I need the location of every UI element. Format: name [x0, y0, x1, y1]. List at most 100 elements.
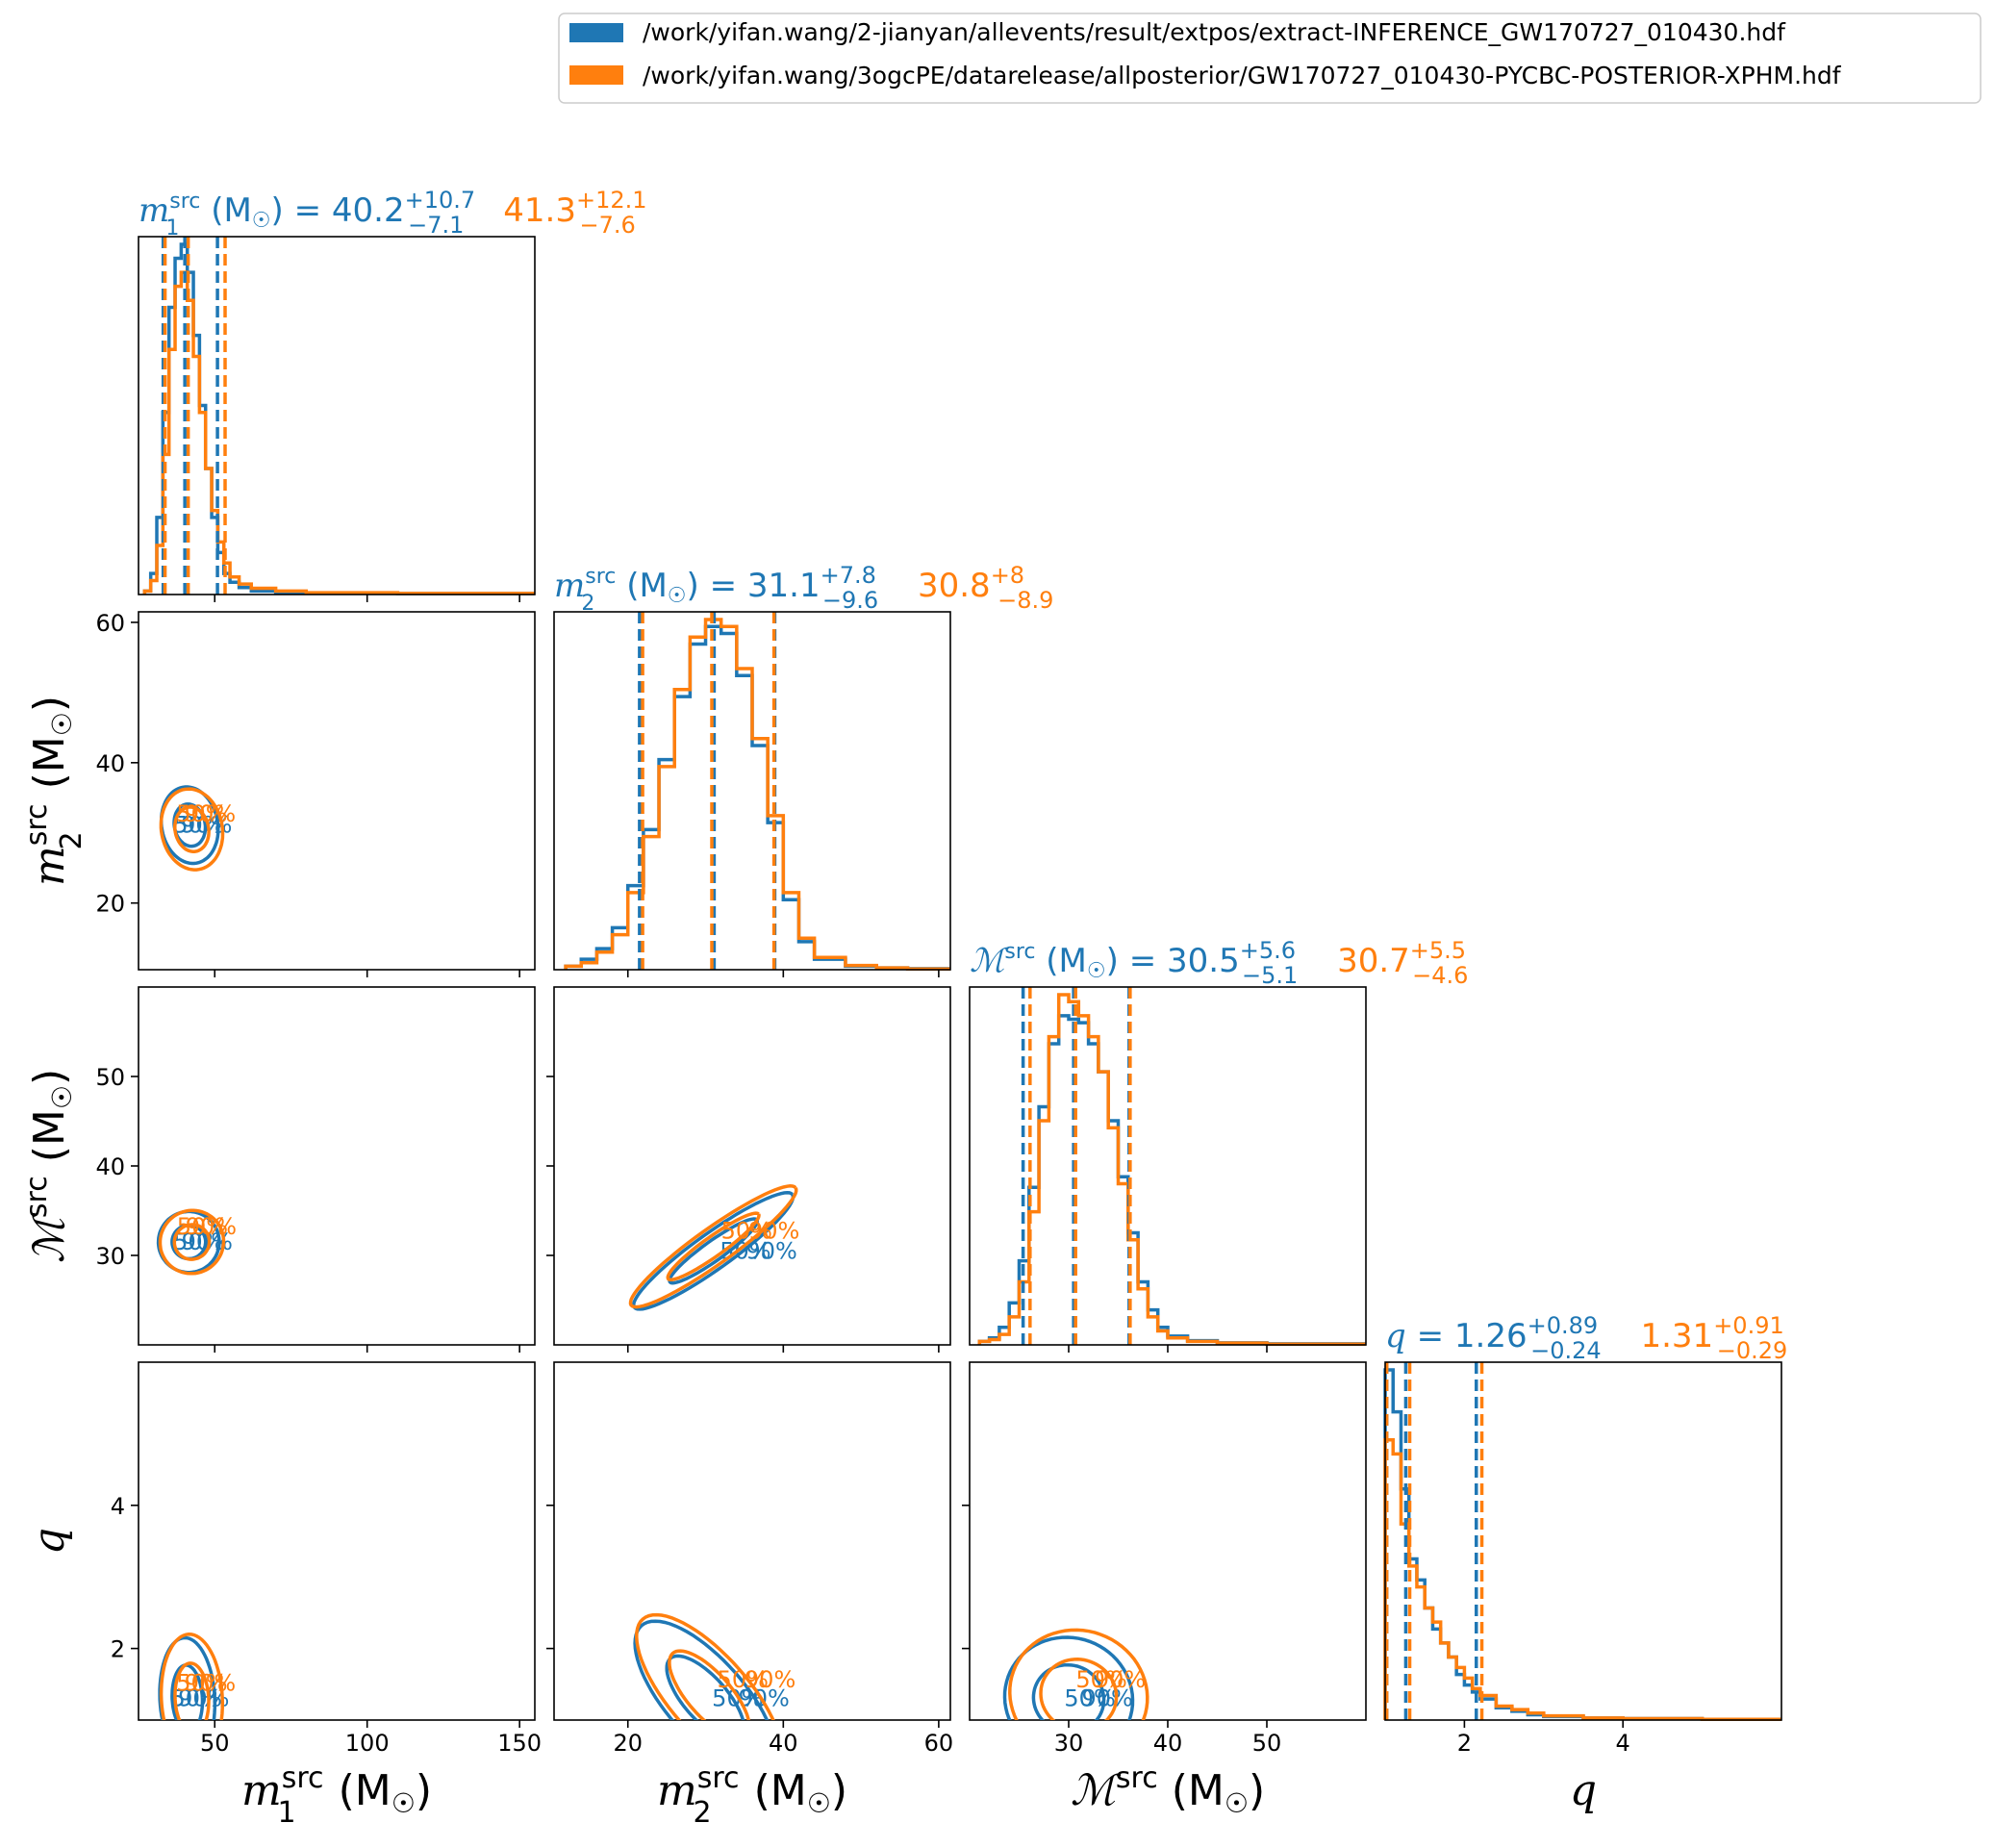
y-tick-label-q: 4: [111, 1493, 125, 1520]
title-sup: src: [169, 190, 200, 214]
legend-swatch-orange: [569, 65, 623, 85]
title-plus-2: +12.1: [576, 187, 647, 214]
contour-label-50pct-series-2: 50%: [177, 1213, 228, 1240]
x-axis-close: ): [416, 1766, 432, 1815]
title-plus-1: +10.7: [405, 187, 476, 214]
x-axis-unit-text: (M: [339, 1766, 391, 1815]
x-axis-sub: 2: [694, 1796, 712, 1830]
contour-label-50pct-series-1: 50%: [1064, 1685, 1115, 1712]
y-axis-label-mchirp: ℳsrc (M☉): [20, 1069, 78, 1263]
y-axis-label-m2: msrc2 (M☉): [20, 696, 88, 886]
panel-m1-vs-q: 50%90%50%90%: [138, 1361, 536, 1721]
contour-label-50pct-series-1: 50%: [720, 1237, 770, 1264]
x-axis-label-q: q: [1570, 1766, 1597, 1815]
contour-90pct-series-2: [159, 787, 225, 872]
y-axis-unit: [25, 1162, 74, 1176]
y-tick-label-mchirp: 40: [95, 1153, 125, 1180]
contour-label-50pct-series-2: 50%: [718, 1666, 769, 1693]
contour-50pct-series-1: [1031, 1662, 1106, 1720]
legend-frame: [558, 13, 1982, 104]
contour-label-50pct-series-1: 50%: [173, 812, 224, 839]
y-axis-label-q: q: [25, 1528, 74, 1555]
title-gap-2: [907, 567, 918, 605]
title-plus-1: +5.6: [1240, 937, 1296, 964]
y-axis-sub: 2: [55, 831, 88, 849]
panel-m2-hist: msrc 2 (M☉) = 31.1+7.8 −9.6 30.8+8 −8.9: [553, 562, 1053, 972]
x-tick-label-mchirp: 50: [1252, 1730, 1282, 1757]
legend-label-orange: /work/yifan.wang/3ogcPE/datarelease/allp…: [643, 62, 1842, 89]
contour-50pct-series-2: [1039, 1658, 1119, 1720]
contour-group: 50%90%50%90%: [156, 1208, 237, 1276]
x-axis-sun: ☉: [391, 1787, 416, 1819]
title-unit: (M: [1046, 942, 1087, 980]
contour-50pct-series-2: [173, 1661, 211, 1720]
x-axis-label-mchirp: ℳsrc (M☉): [1071, 1761, 1265, 1819]
title-median-1: 40.2: [332, 191, 405, 230]
title-median-1: 31.1: [747, 567, 821, 605]
title-plus-2: +0.91: [1713, 1312, 1784, 1339]
title-sun: ☉: [668, 584, 687, 608]
y-axis-sun: ☉: [46, 712, 78, 736]
contour-group: 50%90%50%90%: [633, 1612, 795, 1720]
contour-50pct-series-1: [668, 1217, 759, 1285]
contour-50pct-series-2: [666, 1211, 761, 1282]
contour-label-90pct-series-2: 90%: [186, 1213, 237, 1240]
panel-frame: [553, 986, 951, 1346]
legend-swatch-blue: [569, 23, 623, 42]
contour-90pct-series-1: [1002, 1635, 1135, 1720]
x-axis-unit: [1158, 1766, 1172, 1815]
contour-label-50pct-series-2: 50%: [721, 1218, 772, 1245]
panel-m1-vs-mchirp: 50%90%50%90%: [138, 986, 536, 1346]
x-axis-sup: src: [282, 1761, 324, 1795]
title-median-2: 30.7: [1337, 942, 1410, 980]
contour-50pct-series-2: [173, 805, 211, 853]
title-symbol: ℳ: [970, 942, 1009, 980]
x-axis-symbol: q: [1570, 1766, 1597, 1815]
panel-title: ℳsrc (M☉) = 30.5+5.6 −5.1 30.7+5.5 −4.6: [970, 937, 1468, 989]
panel-frame: [1384, 1361, 1782, 1721]
x-axis-close: ): [831, 1766, 847, 1815]
y-axis-unit-text: (M: [25, 1109, 74, 1162]
legend: /work/yifan.wang/2-jianyan/allevents/res…: [558, 13, 1982, 104]
x-tick-label-q: 2: [1457, 1730, 1472, 1757]
title-minus-1: −5.1: [1242, 962, 1298, 989]
title-eq: =: [699, 567, 747, 605]
x-axis-unit-text: (M: [754, 1766, 807, 1815]
y-axis-unit: [25, 789, 74, 802]
y-axis-symbol: q: [25, 1528, 74, 1555]
x-axis-sun: ☉: [807, 1787, 831, 1819]
title-sun: ☉: [1087, 959, 1106, 983]
hist-series-2: [977, 993, 1366, 1347]
title-unit: (M: [626, 567, 668, 605]
y-tick-label-mchirp: 30: [95, 1243, 125, 1270]
title-minus-2: −8.9: [998, 587, 1053, 614]
title-eq: =: [284, 191, 332, 230]
x-tick-label-q: 4: [1616, 1730, 1630, 1757]
title-sub: 2: [581, 592, 594, 616]
x-axis-sub: 1: [278, 1796, 296, 1830]
contour-label-90pct-series-2: 90%: [185, 800, 236, 827]
contour-90pct-series-2: [159, 1633, 225, 1720]
title-plus-2: +8: [991, 562, 1024, 589]
x-axis-unit: [325, 1766, 339, 1815]
contour-group: 50%90%50%90%: [158, 1633, 236, 1720]
contour-50pct-series-2: [668, 1649, 751, 1720]
x-axis-label-m1: msrc 1 (M☉): [241, 1761, 432, 1830]
hist-series-1: [564, 624, 950, 971]
contour-50pct-series-1: [170, 1663, 205, 1720]
x-axis-close: ): [1249, 1766, 1265, 1815]
y-axis-close: ): [25, 696, 74, 712]
x-tick-label-mchirp: 30: [1054, 1730, 1084, 1757]
title-median-1: 30.5: [1167, 942, 1240, 980]
contour-label-50pct-series-1: 50%: [170, 1685, 221, 1712]
contour-label-50pct-series-2: 50%: [176, 1670, 227, 1697]
contour-label-90pct-series-2: 90%: [1095, 1666, 1146, 1693]
x-tick-label-m2: 60: [924, 1730, 954, 1757]
contour-50pct-series-2: [172, 1223, 212, 1261]
title-symbol: m: [139, 191, 169, 230]
contour-90pct-series-2: [1008, 1628, 1149, 1720]
x-axis-symbol: ℳ: [1071, 1766, 1122, 1815]
panel-frame: [969, 1361, 1367, 1721]
title-minus-2: −0.29: [1717, 1337, 1788, 1364]
title-median-2: 41.3: [503, 191, 576, 230]
